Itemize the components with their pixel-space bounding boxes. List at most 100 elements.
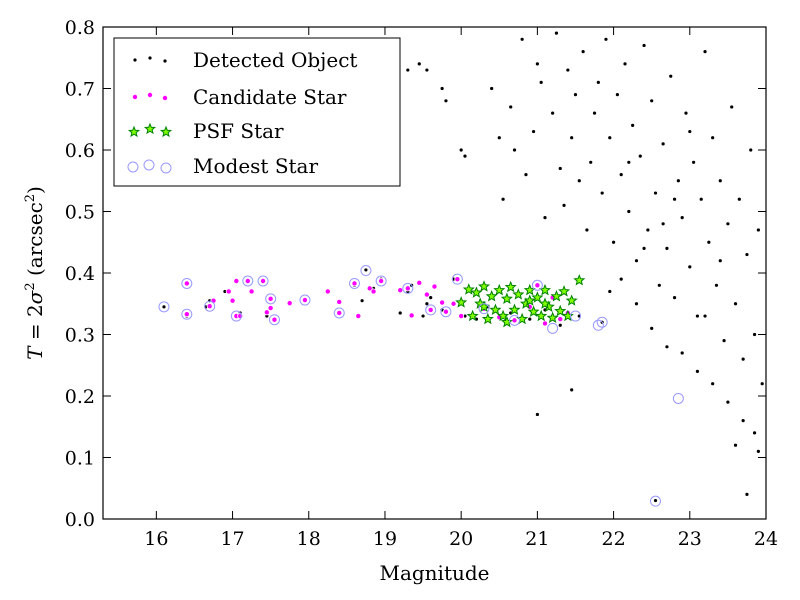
detected-object-point xyxy=(440,86,444,91)
psf-star-point xyxy=(538,297,552,309)
modest-star-point xyxy=(569,310,581,322)
y-tick-label: 0.1 xyxy=(65,448,95,470)
modest-star-point xyxy=(348,277,360,289)
candidate-star-point xyxy=(454,276,461,283)
psf-star-point xyxy=(470,286,483,298)
detected-object-point xyxy=(745,492,749,496)
candidate-star-point xyxy=(263,309,270,316)
detected-object-point xyxy=(718,259,722,263)
candidate-star-point xyxy=(267,295,274,302)
psf-star-point xyxy=(558,285,571,297)
ticks-layer: 16 17 18 19 20 21 22 23 24 0.0 0.1 0.2 0.3 0.4 0.5 0.6 0… xyxy=(65,17,778,550)
legend-psf-star-3 xyxy=(159,125,173,138)
psf-star-point xyxy=(538,283,552,296)
detected-object-point xyxy=(539,80,543,84)
detected-object-point xyxy=(650,326,654,330)
detected-object-point xyxy=(512,148,517,152)
detected-object-point xyxy=(577,179,581,183)
psf-star-point xyxy=(535,309,548,322)
legend-label-modest: Modest Star xyxy=(193,154,318,178)
modest-star-point xyxy=(547,322,559,334)
candidate-star-point xyxy=(248,288,255,295)
series-circle-small xyxy=(183,276,571,327)
x-axis-label: Magnitude xyxy=(379,561,489,585)
detected-object-point xyxy=(733,443,738,447)
detected-object-point xyxy=(573,93,578,97)
detected-object-point xyxy=(745,252,749,257)
candidate-star-point xyxy=(225,288,232,295)
legend-psf-star-2 xyxy=(143,122,157,135)
detected-object-point xyxy=(749,148,753,152)
psf-star-point xyxy=(508,303,521,316)
detected-object-point xyxy=(741,357,745,361)
psf-star-point xyxy=(546,311,559,324)
psf-star-point xyxy=(565,294,578,306)
detected-object-point xyxy=(672,296,677,300)
modest-star-point xyxy=(158,301,170,313)
candidate-star-point xyxy=(336,298,343,305)
detected-object-point xyxy=(524,173,528,177)
detected-object-point xyxy=(615,93,619,97)
detected-object-point xyxy=(611,240,616,244)
detected-object-point xyxy=(661,142,665,146)
detected-object-point xyxy=(657,283,661,287)
detected-object-point xyxy=(398,311,402,315)
detected-object-point xyxy=(421,314,425,318)
detected-object-point xyxy=(672,197,677,201)
legend-modest-ring-2 xyxy=(143,159,155,171)
detected-object-point xyxy=(558,323,562,327)
x-tick-label: 19 xyxy=(373,528,397,550)
candidate-star-point xyxy=(423,291,430,298)
detected-object-point xyxy=(692,160,696,164)
detected-object-point xyxy=(425,302,429,306)
legend-marker-candidate xyxy=(131,92,168,102)
modest-star-point xyxy=(257,275,269,287)
psf-star-point xyxy=(466,309,479,322)
candidate-star-point xyxy=(267,305,274,312)
candidate-star-point xyxy=(183,280,190,287)
modest-star-point xyxy=(440,306,452,318)
x-tick-label: 16 xyxy=(144,528,168,550)
psf-star-point xyxy=(478,280,491,292)
detected-object-point xyxy=(429,296,433,300)
modest-star-point xyxy=(299,294,311,306)
candidate-star-point xyxy=(229,297,236,304)
detected-object-point xyxy=(730,105,734,109)
modest-star-point xyxy=(181,277,193,289)
detected-object-point xyxy=(570,136,574,140)
detected-object-point xyxy=(741,419,745,423)
legend: Detected Object Candidate Star PSF Star … xyxy=(113,37,401,187)
x-tick-label: 20 xyxy=(449,528,473,550)
legend-label-detected: Detected Object xyxy=(193,48,357,72)
candidate-star-point xyxy=(378,277,385,284)
modest-star-point xyxy=(509,314,521,326)
detected-object-point xyxy=(684,111,688,115)
modest-star-point xyxy=(592,319,604,331)
psf-star-point xyxy=(523,294,536,306)
modest-star-point xyxy=(230,310,242,322)
series-star xyxy=(455,274,586,328)
candidate-star-point xyxy=(233,277,240,284)
y-tick-label: 0.4 xyxy=(65,263,95,285)
modest-star-point xyxy=(650,495,661,507)
psf-star-point xyxy=(462,283,475,295)
psf-star-point xyxy=(531,291,544,303)
detected-object-point xyxy=(608,136,612,140)
detected-object-point xyxy=(699,197,703,201)
psf-star-point xyxy=(550,290,563,302)
psf-star-point xyxy=(512,288,525,300)
modest-star-point xyxy=(425,304,437,316)
psf-star-point xyxy=(497,309,510,322)
detected-object-point xyxy=(718,179,722,183)
detected-object-point xyxy=(444,99,448,103)
detected-object-point xyxy=(695,314,700,318)
detected-object-point xyxy=(535,62,539,66)
detected-object-point xyxy=(592,111,597,115)
modest-star-point xyxy=(596,316,608,328)
candidate-star-point xyxy=(450,300,457,307)
detected-object-point xyxy=(562,203,566,207)
detected-object-point xyxy=(653,191,658,195)
detected-object-point xyxy=(760,382,764,386)
y-axis-label: T = 2σ2 (arcsec2) xyxy=(23,186,47,360)
